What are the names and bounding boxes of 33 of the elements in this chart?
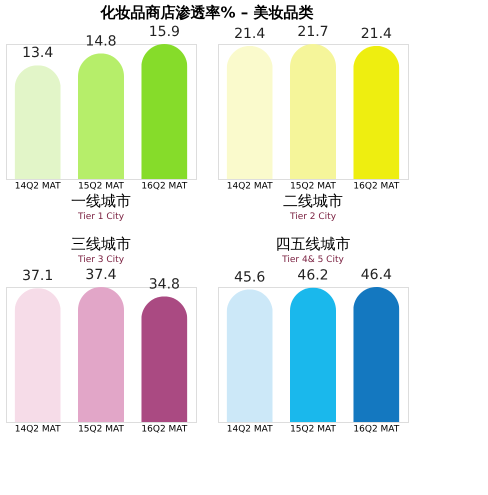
x-tick-label: 16Q2 MAT [353, 424, 400, 434]
chart-subtitle: Tier 3 City [76, 255, 125, 265]
data-label: 15.9 [148, 24, 180, 40]
x-tick-label: 14Q2 MAT [226, 424, 274, 434]
x-tick-label: 16Q2 MAT [141, 182, 188, 192]
x-tick-label: 14Q2 MAT [14, 182, 62, 192]
text: Tier 2 City [288, 212, 337, 222]
x-tick-label: 15Q2 MAT [78, 182, 124, 192]
x-tick-label: 15Q2 MAT [290, 424, 336, 434]
x-tick-label: 16Q2 MAT [141, 424, 188, 434]
data-label: 46.2 [297, 268, 329, 284]
x-tick-label: 14Q2 MAT [226, 182, 274, 192]
data-label: 13.4 [22, 45, 54, 62]
data-label: 21.7 [297, 24, 329, 40]
data-label: 37.1 [22, 268, 54, 284]
data-label: 45.6 [234, 269, 266, 286]
text: Tier 1 City [76, 212, 125, 222]
x-tick-label: 15Q2 MAT [290, 182, 336, 192]
text: 化妆品商店渗透率% – 美妆品类 [100, 4, 314, 22]
x-tick-label: 14Q2 MAT [14, 424, 62, 434]
data-label: 14.8 [85, 33, 117, 50]
data-label: 34.8 [148, 276, 180, 292]
data-label: 21.4 [360, 26, 392, 42]
x-tick-label: 15Q2 MAT [78, 424, 124, 434]
chart-title: 四五线城市 [276, 235, 350, 253]
data-label: 46.4 [360, 267, 392, 283]
text: 一线城市 [71, 192, 131, 210]
data-label: 37.4 [85, 267, 117, 283]
chart-title: 三线城市 [71, 235, 131, 253]
data-label: 21.4 [234, 26, 266, 42]
chart-subtitle: Tier 4& 5 City [281, 255, 344, 265]
x-tick-label: 16Q2 MAT [353, 182, 400, 192]
text: 二线城市 [283, 192, 343, 210]
